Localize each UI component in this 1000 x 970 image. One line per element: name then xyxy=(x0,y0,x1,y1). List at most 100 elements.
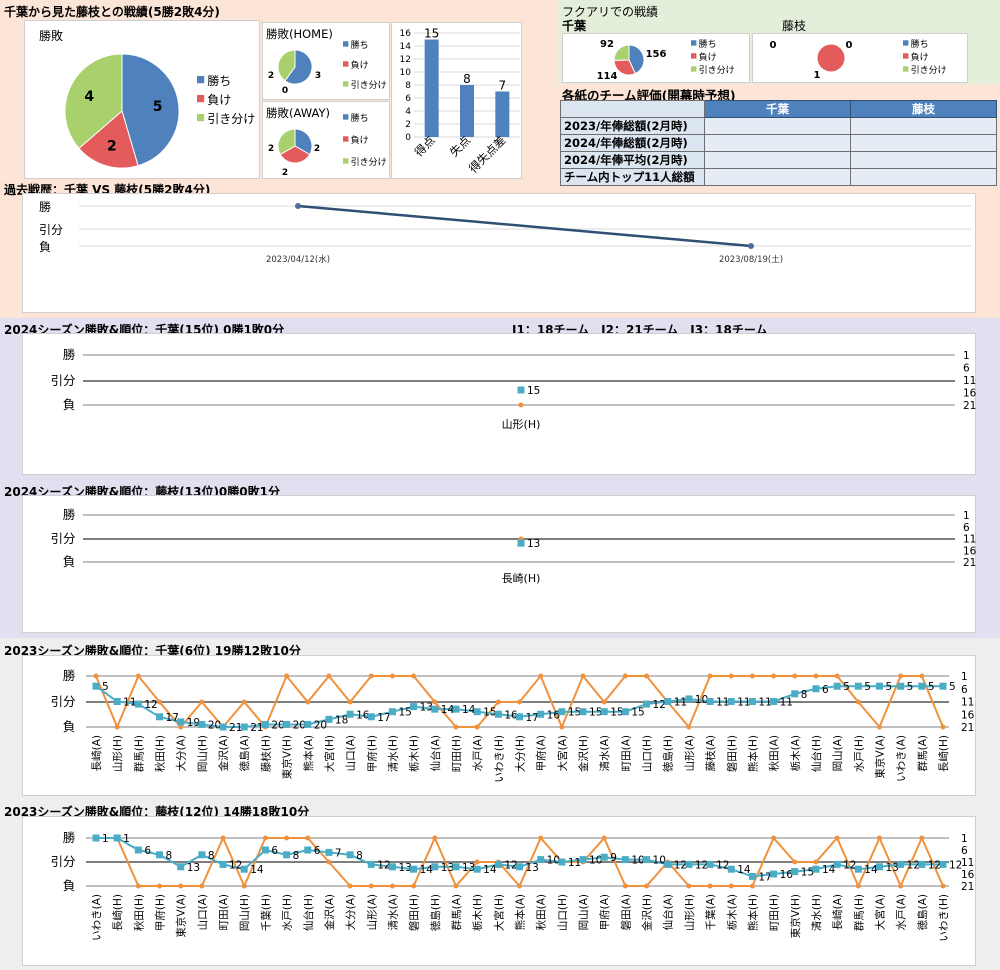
away-pie-panel: 勝敗(AWAY) 2 2 2 勝ち 負け 引き分け xyxy=(262,101,390,179)
opponent-label: 磐田(A) xyxy=(619,894,632,930)
opponent-label: 秋田(H) xyxy=(154,735,167,772)
rank-axis-label: 16 xyxy=(961,709,975,721)
result-axis-label: 勝 xyxy=(63,347,76,362)
history-date-label: 2023/04/12(水) xyxy=(266,254,330,265)
rank-point xyxy=(134,846,142,854)
rank-point xyxy=(537,856,545,864)
rank-data-label: 8 xyxy=(208,850,215,862)
rank-point xyxy=(643,700,651,708)
rank-point xyxy=(325,715,333,723)
rank-data-label: 14 xyxy=(864,864,878,876)
rank-point xyxy=(685,860,693,868)
legend-label: 引き分け xyxy=(207,112,255,126)
result-point xyxy=(114,724,120,730)
rank-data-label: 11 xyxy=(123,697,136,709)
result-point xyxy=(601,699,607,705)
bar xyxy=(460,85,474,137)
rank-data-label: 6 xyxy=(314,845,321,857)
rank-axis-label: 21 xyxy=(961,881,974,893)
bar-tick-label: 14 xyxy=(400,42,412,52)
rank-point xyxy=(854,865,862,873)
opponent-label: 大分(A) xyxy=(175,735,188,771)
opponent-label: 山口(H) xyxy=(557,894,569,931)
rank-point xyxy=(918,682,926,690)
season-2023-chiba-chart: [勝敗][順位]勝引分負1611162151112171920212120202… xyxy=(50,668,975,783)
rank-axis-label: 1 xyxy=(961,833,968,845)
result-point xyxy=(93,673,99,679)
opponent-label: 山形(A) xyxy=(366,894,378,930)
opponent-label: 秋田(A) xyxy=(535,894,548,930)
rank-data-label: 5 xyxy=(885,681,892,693)
pie-slice-label: 0 xyxy=(846,40,853,51)
rank-data-label: 15 xyxy=(610,707,623,719)
result-point xyxy=(368,883,374,889)
bar-value-label: 8 xyxy=(463,72,471,86)
result-point xyxy=(919,835,925,841)
rank-point xyxy=(283,720,291,728)
evaluation-cell xyxy=(850,117,997,135)
opponent-label: 栃木(A) xyxy=(789,735,802,771)
rank-point xyxy=(431,705,439,713)
bar-tick-label: 12 xyxy=(400,55,411,65)
rank-point xyxy=(346,710,354,718)
pie-slice xyxy=(613,44,630,61)
rank-data-label: 12 xyxy=(229,859,242,871)
opponent-label: 甲府(H) xyxy=(154,894,167,931)
result-point xyxy=(898,883,904,889)
opponent-label: 金沢(H) xyxy=(577,735,590,772)
rank-data-label: 17 xyxy=(526,712,539,724)
opponent-label: 栃木(A) xyxy=(725,894,738,930)
opponent-label: 大宮(A) xyxy=(873,894,886,930)
result-point xyxy=(686,724,692,730)
opponent-label: 清水(A) xyxy=(598,735,611,771)
rank-point xyxy=(388,863,396,871)
opponent-label: 金沢(A) xyxy=(323,894,336,930)
evaluation-row: 2024/年俸総額(2月時) xyxy=(560,134,997,152)
result-axis-label: 負 xyxy=(63,719,76,734)
result-axis-label: 引分 xyxy=(50,694,75,709)
opponent-label: 水戸(H) xyxy=(853,735,865,772)
rank-point xyxy=(706,860,714,868)
evaluation-col-chiba: 千葉 xyxy=(704,100,851,118)
bar-tick-label: 8 xyxy=(405,81,411,91)
rank-axis-label: 1 xyxy=(963,350,970,362)
opponent-label: 清水(H) xyxy=(810,894,823,931)
opponent-label: 長崎(A) xyxy=(831,894,844,930)
rank-point xyxy=(431,863,439,871)
opponent-label: 徳島(H) xyxy=(662,735,675,772)
rank-point xyxy=(113,834,121,842)
pie-slice-label: 2 xyxy=(268,71,274,81)
opponent-label: 金沢(H) xyxy=(641,894,654,931)
fukuari-fujieda-label: 藤枝 xyxy=(782,19,807,33)
result-point xyxy=(728,673,734,679)
opponent-label: 群馬(A) xyxy=(916,735,929,771)
opponent-label: 清水(A) xyxy=(386,894,399,930)
rank-data-label: 8 xyxy=(801,689,808,701)
result-point xyxy=(518,402,524,408)
season-2023-chiba-title: 2023シーズン勝敗&順位：千葉(6位) 19勝12敗10分 xyxy=(4,644,301,658)
rank-data-label: 15 xyxy=(483,707,496,719)
pie-slice xyxy=(284,49,313,85)
rank-data-label: 11 xyxy=(674,697,687,709)
rank-point xyxy=(261,846,269,854)
rank-data-label: 13 xyxy=(441,862,454,874)
rank-data-label: 8 xyxy=(356,850,363,862)
opponent-label: 徳島(H) xyxy=(429,894,442,931)
rank-point xyxy=(833,682,841,690)
result-point xyxy=(135,673,141,679)
rank-data-label: 15 xyxy=(568,707,581,719)
rank-point xyxy=(727,865,735,873)
opponent-label: 千葉(H) xyxy=(259,894,272,931)
rank-point xyxy=(304,720,312,728)
result-point xyxy=(368,673,374,679)
season-2023-fujieda-chart: [勝敗][順位]勝引分負1611162111681381214686781213… xyxy=(50,830,974,942)
rank-point xyxy=(791,690,799,698)
evaluation-table: 千葉 藤枝 2023/年俸総額(2月時) 2024/年俸総額(2月時) 2024… xyxy=(560,100,997,186)
opponent-label: 秋田(H) xyxy=(132,894,145,931)
rank-point xyxy=(219,723,227,731)
rank-point xyxy=(494,710,502,718)
legend-swatch xyxy=(691,40,697,46)
